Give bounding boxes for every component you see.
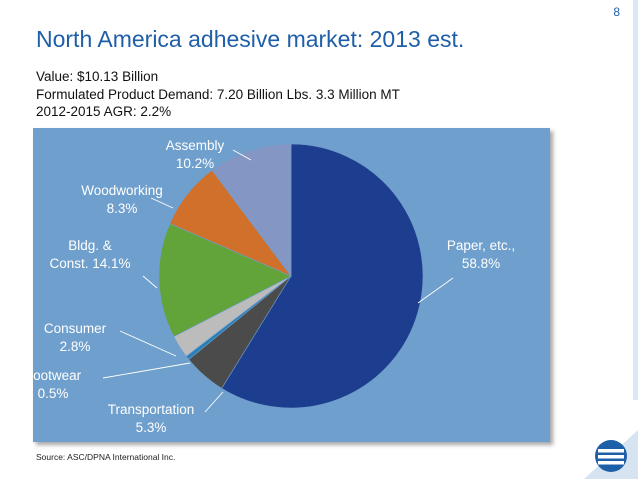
product-demand: Formulated Product Demand: 7.20 Billion … <box>36 86 400 102</box>
company-logo-icon <box>584 430 638 479</box>
leader-line <box>204 391 224 413</box>
slice-label: Transportation 5.3% <box>108 402 195 435</box>
leader-line <box>417 277 454 304</box>
pie-slice <box>158 223 292 338</box>
slide-title: North America adhesive market: 2013 est. <box>36 26 465 52</box>
source-note: Source: ASC/DPNA International Inc. <box>36 452 176 462</box>
market-value: Value: $10.13 Billion <box>36 69 159 84</box>
slice-label: Consumer 2.8% <box>44 321 107 354</box>
slice-label: Footwear0.5% <box>33 368 82 401</box>
brand-stripe <box>633 0 638 400</box>
leader-line <box>142 275 158 289</box>
page-number: 8 <box>613 5 620 19</box>
slice-label: Bldg. & Const. 14.1% <box>49 238 130 271</box>
market-info: Value: $10.13 Billion Formulated Product… <box>36 68 400 121</box>
slice-label: Paper, etc., 58.8% <box>447 238 515 271</box>
leader-line <box>102 362 191 379</box>
pie-slice <box>221 143 424 409</box>
slice-label: Assembly 10.2% <box>166 138 225 171</box>
leader-line <box>119 330 177 357</box>
pie-slice <box>211 143 292 277</box>
leader-line <box>232 149 252 161</box>
leader-line <box>150 197 174 209</box>
slice-label: Woodworking 8.3% <box>81 183 163 216</box>
growth-rate: 2012-2015 AGR: 2.2% <box>36 104 172 119</box>
